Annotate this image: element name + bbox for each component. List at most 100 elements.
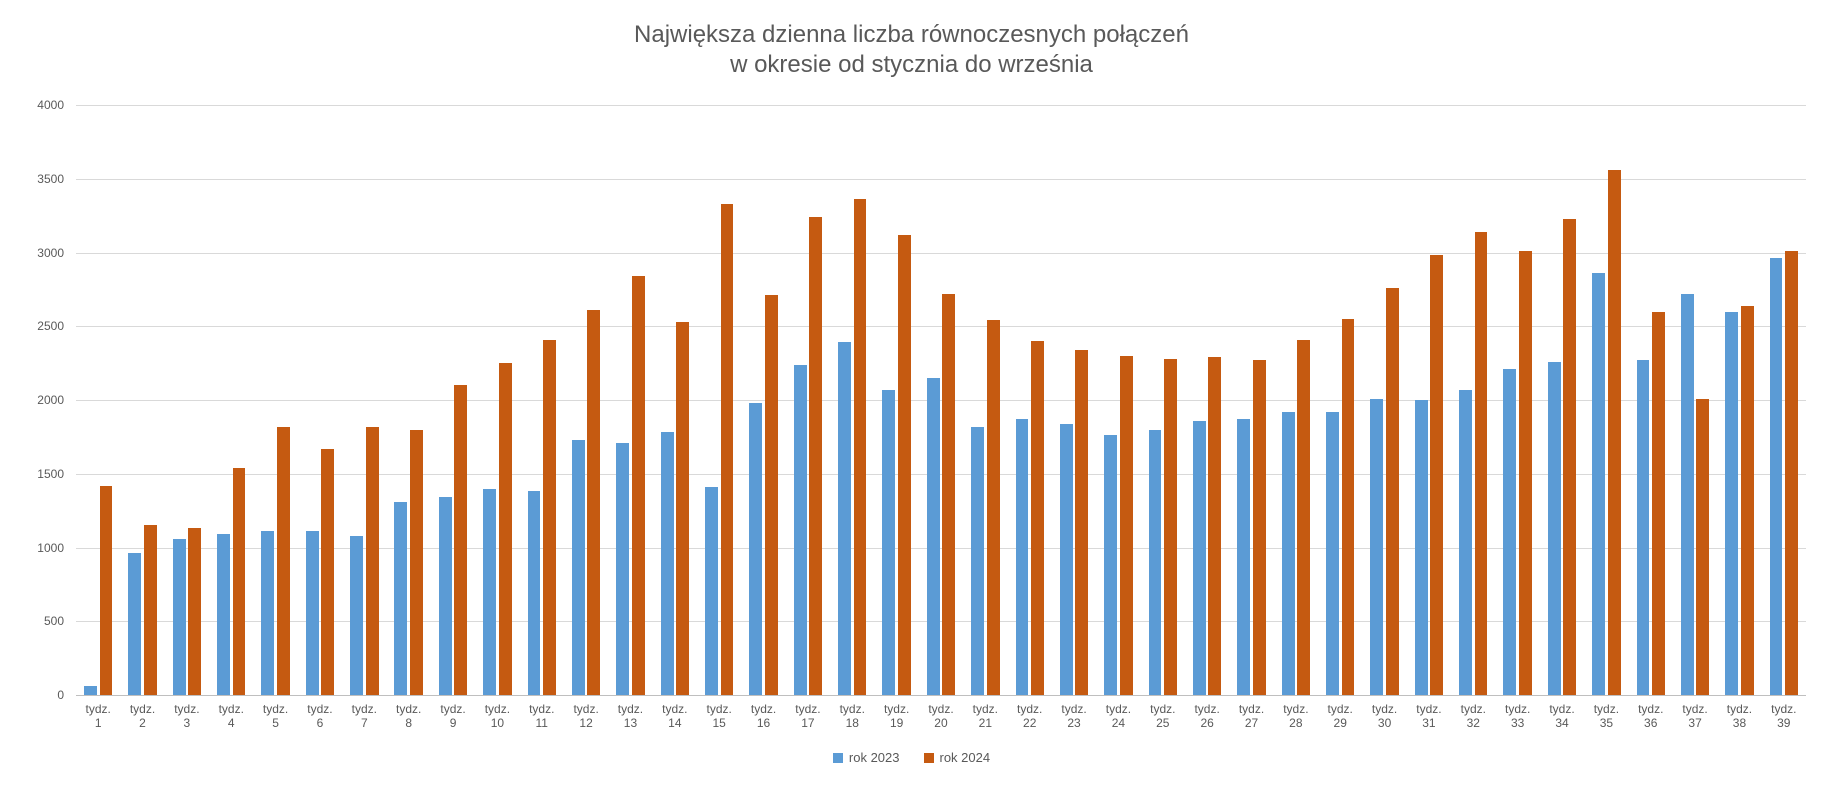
x-axis-label: tydz. 25 [1141,703,1185,731]
bar [942,294,955,695]
bar [1696,399,1709,695]
bar [1208,357,1221,695]
bar [277,427,290,695]
bar [1386,288,1399,695]
legend-label: rok 2024 [940,750,991,765]
x-axis-label: tydz. 14 [653,703,697,731]
chart-title-line1: Największa dzienna liczba równoczesnych … [0,20,1823,50]
bars-layer [76,105,1806,695]
legend-item: rok 2023 [833,750,900,765]
y-axis-label: 2500 [14,319,64,333]
bar [84,686,97,695]
bar [1237,419,1250,695]
bar [705,487,718,695]
bar [1326,412,1339,695]
bar [261,531,274,695]
bar [128,553,141,695]
x-axis-label: tydz. 22 [1008,703,1052,731]
x-axis-label: tydz. 15 [697,703,741,731]
bar [971,427,984,695]
legend-item: rok 2024 [924,750,991,765]
bar [809,217,822,695]
legend-label: rok 2023 [849,750,900,765]
y-axis-label: 1500 [14,467,64,481]
bar [616,443,629,695]
bar [572,440,585,695]
x-axis-label: tydz. 5 [253,703,297,731]
bar [499,363,512,695]
bar [632,276,645,695]
gridline [76,695,1806,696]
bar [1297,340,1310,695]
bar [1681,294,1694,695]
bar [1342,319,1355,695]
bar [854,199,867,695]
bar [188,528,201,695]
x-axis-label: tydz. 6 [298,703,342,731]
bar [1725,312,1738,696]
bar [1075,350,1088,695]
y-axis-label: 500 [14,614,64,628]
bar [721,204,734,695]
x-axis-label: tydz. 19 [874,703,918,731]
bar [1785,251,1798,695]
x-axis-label: tydz. 18 [830,703,874,731]
bar [1563,219,1576,695]
x-axis-label: tydz. 7 [342,703,386,731]
bar [587,310,600,695]
bar [676,322,689,695]
plot-area: 05001000150020002500300035004000tydz. 1t… [75,105,1806,695]
x-axis-label: tydz. 33 [1495,703,1539,731]
bar [1503,369,1516,695]
x-axis-label: tydz. 30 [1362,703,1406,731]
bar [217,534,230,695]
x-axis-label: tydz. 27 [1229,703,1273,731]
x-axis-label: tydz. 35 [1584,703,1628,731]
x-axis-label: tydz. 4 [209,703,253,731]
x-axis-label: tydz. 2 [120,703,164,731]
y-axis-label: 3000 [14,246,64,260]
x-axis-label: tydz. 21 [963,703,1007,731]
bar [1016,419,1029,695]
chart-container: Największa dzienna liczba równoczesnych … [0,0,1823,809]
chart-title: Największa dzienna liczba równoczesnych … [0,20,1823,80]
bar [1104,435,1117,695]
x-axis-label: tydz. 31 [1407,703,1451,731]
x-axis-label: tydz. 13 [608,703,652,731]
bar [1164,359,1177,695]
bar [1193,421,1206,695]
bar [439,497,452,695]
bar [661,432,674,695]
bar [1120,356,1133,695]
bar [1475,232,1488,695]
x-axis-label: tydz. 24 [1096,703,1140,731]
x-axis-label: tydz. 39 [1762,703,1806,731]
bar [1430,255,1443,695]
x-axis-label: tydz. 28 [1274,703,1318,731]
bar [1608,170,1621,695]
bar [173,539,186,695]
x-axis-label: tydz. 23 [1052,703,1096,731]
y-axis-label: 1000 [14,541,64,555]
x-axis-label: tydz. 36 [1629,703,1673,731]
bar [1652,312,1665,696]
bar [794,365,807,695]
x-axis-label: tydz. 9 [431,703,475,731]
bar [987,320,1000,695]
legend: rok 2023 rok 2024 [0,750,1823,765]
bar [1519,251,1532,695]
bar [1637,360,1650,695]
bar [765,295,778,695]
x-axis-label: tydz. 1 [76,703,120,731]
x-axis-label: tydz. 26 [1185,703,1229,731]
bar [1415,400,1428,695]
x-axis-label: tydz. 37 [1673,703,1717,731]
x-axis-label: tydz. 16 [741,703,785,731]
bar [350,536,363,695]
bar [454,385,467,695]
bar [1548,362,1561,695]
chart-title-line2: w okresie od stycznia do września [0,50,1823,80]
bar [543,340,556,695]
bar [1031,341,1044,695]
bar [1253,360,1266,695]
